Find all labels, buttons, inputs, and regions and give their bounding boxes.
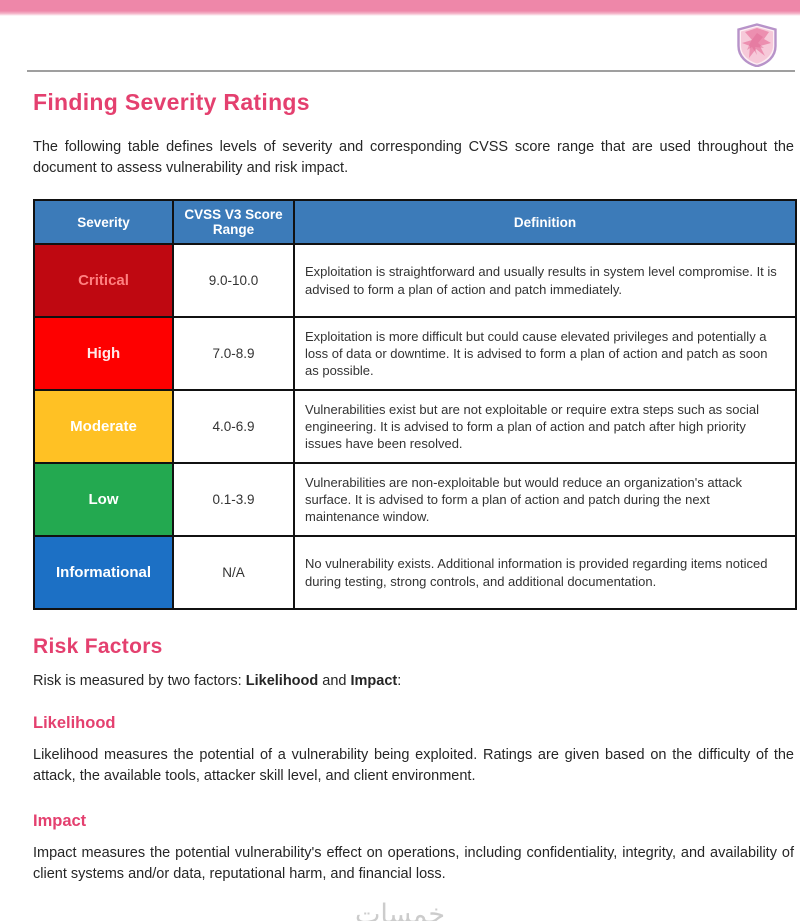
definition-cell: Vulnerabilities are non-exploitable but … — [293, 462, 797, 538]
definition-cell: Exploitation is straightforward and usua… — [293, 243, 797, 319]
risk-factors-line-suffix: : — [397, 673, 402, 690]
score-cell: 4.0-6.9 — [172, 389, 295, 465]
table-row-low: Low 0.1-3.9 Vulnerabilities are non-expl… — [33, 462, 797, 538]
definition-cell: Exploitation is more difficult but could… — [293, 316, 797, 392]
header-divider — [27, 70, 795, 72]
severity-intro-text: The following table defines levels of se… — [33, 139, 794, 177]
column-header-score-range: CVSS V3 Score Range — [172, 199, 295, 246]
watermark-text: خمسات — [354, 899, 446, 921]
severity-cell: Informational — [33, 535, 174, 611]
severity-cell: Moderate — [33, 389, 174, 465]
page-header — [0, 16, 800, 70]
impact-title: Impact — [33, 812, 87, 831]
impact-bold-word: Impact — [350, 673, 398, 690]
risk-factors-line: Risk is measured by two factors: Likelih… — [33, 673, 794, 689]
likelihood-body-text: Likelihood measures the potential of a v… — [33, 747, 794, 785]
table-row-informational: Informational N/A No vulnerability exist… — [33, 535, 797, 611]
likelihood-bold-word: Likelihood — [245, 673, 319, 690]
score-cell: 9.0-10.0 — [172, 243, 295, 319]
column-header-definition: Definition — [293, 199, 797, 246]
page-title: Finding Severity Ratings — [33, 89, 310, 115]
column-header-severity: Severity — [33, 199, 174, 246]
severity-ratings-table: Severity CVSS V3 Score Range Definition … — [33, 199, 797, 611]
table-row-critical: Critical 9.0-10.0 Exploitation is straig… — [33, 243, 797, 319]
severity-cell: Critical — [33, 243, 174, 319]
likelihood-title: Likelihood — [33, 714, 116, 733]
shield-logo-icon — [737, 23, 777, 67]
score-cell: N/A — [172, 535, 295, 611]
top-accent-bar — [0, 0, 800, 16]
table-header-row: Severity CVSS V3 Score Range Definition — [33, 199, 797, 246]
table-row-high: High 7.0-8.9 Exploitation is more diffic… — [33, 316, 797, 392]
impact-body-text: Impact measures the potential vulnerabil… — [33, 845, 794, 883]
severity-cell: High — [33, 316, 174, 392]
risk-factors-line-mid: and — [318, 673, 351, 690]
risk-factors-line-prefix: Risk is measured by two factors: — [33, 673, 246, 690]
score-cell: 7.0-8.9 — [172, 316, 295, 392]
definition-cell: No vulnerability exists. Additional info… — [293, 535, 797, 611]
table-row-moderate: Moderate 4.0-6.9 Vulnerabilities exist b… — [33, 389, 797, 465]
risk-factors-title: Risk Factors — [33, 635, 163, 659]
definition-cell: Vulnerabilities exist but are not exploi… — [293, 389, 797, 465]
severity-cell: Low — [33, 462, 174, 538]
score-cell: 0.1-3.9 — [172, 462, 295, 538]
